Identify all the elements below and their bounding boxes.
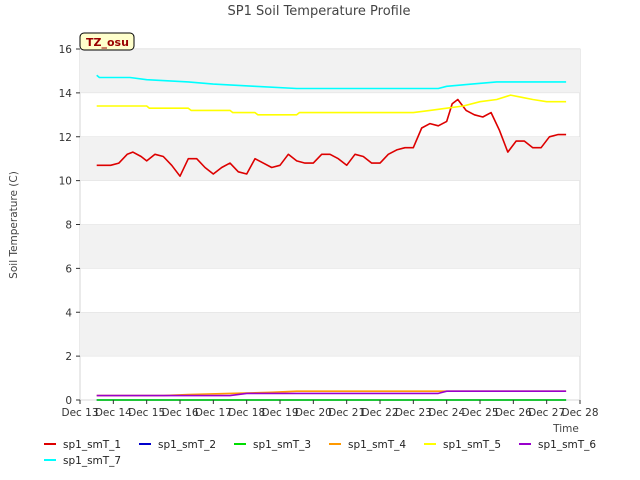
x-tick-label: Dec 13 xyxy=(61,407,98,419)
legend-label: sp1_smT_6 xyxy=(538,439,596,451)
x-tick-label: Dec 22 xyxy=(361,407,398,419)
y-tick-label: 4 xyxy=(65,307,72,319)
legend-label: sp1_smT_1 xyxy=(63,439,121,451)
tz-badge-box xyxy=(79,32,135,51)
x-tick-label: Dec 17 xyxy=(195,407,232,419)
x-tick-label: Dec 26 xyxy=(495,407,532,419)
x-tick-label: Dec 16 xyxy=(161,407,198,419)
x-axis-label: Time xyxy=(552,423,579,435)
x-tick-label: Dec 23 xyxy=(395,407,432,419)
grid-band xyxy=(80,49,580,93)
legend-label: sp1_smT_5 xyxy=(443,439,501,451)
y-tick-label: 10 xyxy=(59,176,72,188)
series-line-sp1_smT_7 xyxy=(96,74,567,90)
y-axis: 0 2 4 6 8 10 12 14 16 xyxy=(59,44,80,407)
x-tick-label: Dec 20 xyxy=(295,407,332,419)
legend-label: sp1_smT_3 xyxy=(253,439,311,451)
chart-title: SP1 Soil Temperature Profile xyxy=(228,4,411,19)
series-line-sp1_smT_1 xyxy=(96,98,567,177)
legend-label: sp1_smT_2 xyxy=(158,439,216,451)
y-tick-label: 8 xyxy=(65,220,72,232)
x-tick-label: Dec 25 xyxy=(461,407,498,419)
grid-band xyxy=(80,136,580,181)
series-line-sp1_smT_6 xyxy=(96,390,567,397)
x-tick-label: Dec 18 xyxy=(228,407,265,419)
y-tick-label: 6 xyxy=(65,263,72,275)
y-tick-label: 2 xyxy=(65,351,72,363)
y-tick-label: 16 xyxy=(59,44,73,56)
tz-badge: TZ_osu xyxy=(79,32,135,51)
x-tick-label: Dec 21 xyxy=(328,407,365,419)
x-tick-label: Dec 19 xyxy=(261,407,298,419)
tz-badge-label: TZ_osu xyxy=(86,36,129,49)
grid-band xyxy=(80,312,580,357)
x-tick-label: Dec 27 xyxy=(528,407,565,419)
x-tick-label: Dec 24 xyxy=(428,407,465,419)
series-lines xyxy=(96,74,567,401)
x-tick-label: Dec 14 xyxy=(95,407,132,419)
y-tick-label: 14 xyxy=(59,88,73,100)
legend-label: sp1_smT_4 xyxy=(348,439,406,451)
legend-label: sp1_smT_7 xyxy=(63,455,121,467)
series-line-sp1_smT_5 xyxy=(96,94,567,116)
grid-band xyxy=(80,224,580,269)
x-tick-label: Dec 15 xyxy=(128,407,165,419)
legend: sp1_smT_1 sp1_smT_2 sp1_smT_3 sp1_smT_4 sp1_… xyxy=(44,439,596,467)
y-axis-label: Soil Temperature (C) xyxy=(8,171,20,279)
y-tick-label: 12 xyxy=(59,132,72,144)
x-tick-label: Dec 28 xyxy=(561,407,598,419)
y-tick-label: 0 xyxy=(65,395,72,407)
grid-bands xyxy=(79,48,581,401)
